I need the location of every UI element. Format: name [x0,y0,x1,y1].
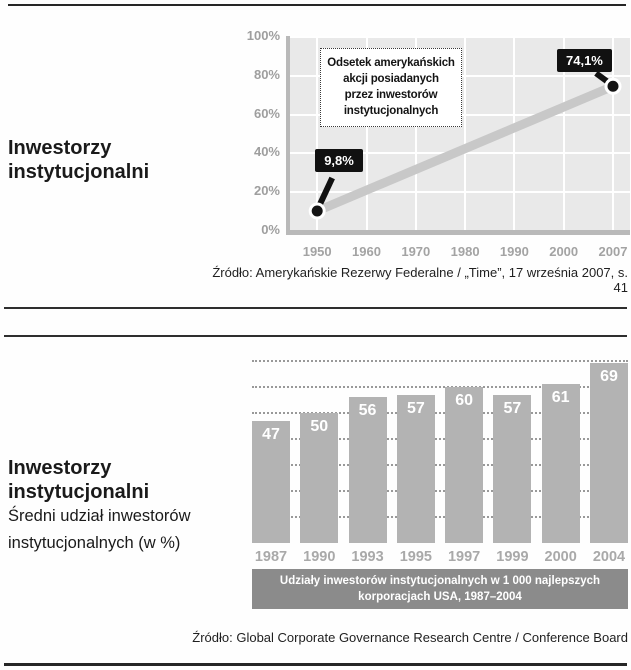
x-tick-label: 2000 [549,244,579,259]
source-note-bottom: Źródło: Global Corporate Governance Rese… [192,630,628,645]
source-note-top: Źródło: Amerykańskie Rezerwy Federalne /… [212,265,628,295]
bottom-divider [4,663,627,666]
x-tick-label: 2004 [592,549,626,565]
callout-pointer [315,176,335,210]
trend-line [312,81,618,216]
v-gridline [464,36,467,230]
bar: 60 [445,386,484,543]
x-tick-label: 1970 [401,244,431,259]
bar: 47 [252,420,290,543]
h-gridline [252,359,628,362]
x-axis-labels: 1987 1990 1993 1995 1997 1999 2000 2004 [252,549,628,565]
chart-caption-band: Udziały inwestorów instytucjonalnych w 1… [252,569,628,610]
x-tick-label: 1990 [303,549,336,565]
bars-group: 47 50 56 57 60 57 61 69 [252,353,628,543]
value-callout: 74,1% [557,49,612,73]
bar-value-label: 57 [503,399,522,417]
x-tick-label: 1950 [302,244,332,259]
bar: 56 [348,397,387,543]
section-title-top: Inwestorzy instytucjonalni [8,137,150,184]
h-gridline [252,489,628,492]
h-gridline [252,515,628,518]
y-tick-label: 40% [253,144,280,160]
section-divider-lower [4,335,627,337]
x-tick-label: 1980 [450,244,480,259]
v-gridline [513,36,516,230]
x-tick-label: 1960 [352,244,381,259]
h-gridline [252,411,628,414]
trend-line-layer [308,70,622,220]
section-divider-upper [4,307,627,309]
x-tick-label: 1995 [399,549,432,565]
bar: 50 [300,412,339,543]
bar-chart-institutional-investors: 47 50 56 57 60 57 61 69 1987 1990 1993 1995 1997 199… [252,353,628,610]
bar-value-label: 57 [406,399,425,417]
v-gridline [316,36,319,230]
bar-value-label: 69 [600,368,618,386]
y-tick-label: 100% [246,28,280,43]
line-chart-plot-area: Odsetek amerykańskich akcji posiadanych … [286,36,630,235]
h-gridline [290,36,630,38]
x-tick-label: 1999 [496,549,529,565]
section-title-bottom: Inwestorzy instytucjonalni [8,457,150,504]
bar-value-label: 47 [262,425,280,443]
bar-value-label: 56 [358,402,377,420]
top-divider [8,4,626,6]
x-tick-label: 1987 [254,549,288,565]
bar-value-label: 61 [551,389,570,407]
bar: 69 [589,363,628,543]
x-tick-label: 2000 [544,549,577,565]
v-gridline [365,36,368,230]
bar: 57 [396,394,435,543]
x-tick-label: 2007 [598,244,628,259]
bar-value-label: 50 [310,417,329,435]
line-chart-institutional-investors: Odsetek amerykańskich akcji posiadanych … [238,28,630,262]
h-gridline [252,463,628,466]
h-gridline [252,385,628,388]
bar-value-label: 60 [455,391,474,409]
data-point-marker [308,202,326,220]
bar: 61 [541,384,580,543]
h-gridline [290,191,630,194]
h-gridline [252,437,628,440]
bar-chart-plot-area: 47 50 56 57 60 57 61 69 [252,353,628,543]
y-tick-label: 80% [253,66,280,82]
value-callout: 9,8% [315,148,363,172]
data-point-marker [604,77,622,95]
y-tick-label: 0% [261,222,280,237]
x-tick-label: 1990 [499,244,529,259]
bar: 57 [493,394,532,543]
v-gridline [562,36,565,230]
chart-annotation-box: Odsetek amerykańskich akcji posiadanych … [320,48,462,128]
x-tick-label: 1993 [351,549,384,565]
v-gridline [612,36,614,230]
x-tick-label: 1997 [447,549,481,565]
y-tick-label: 60% [253,105,280,121]
y-tick-label: 20% [253,183,280,199]
section-subtitle-bottom: Średni udział inwestorów instytucjonalny… [8,507,191,552]
v-gridline [414,36,417,230]
